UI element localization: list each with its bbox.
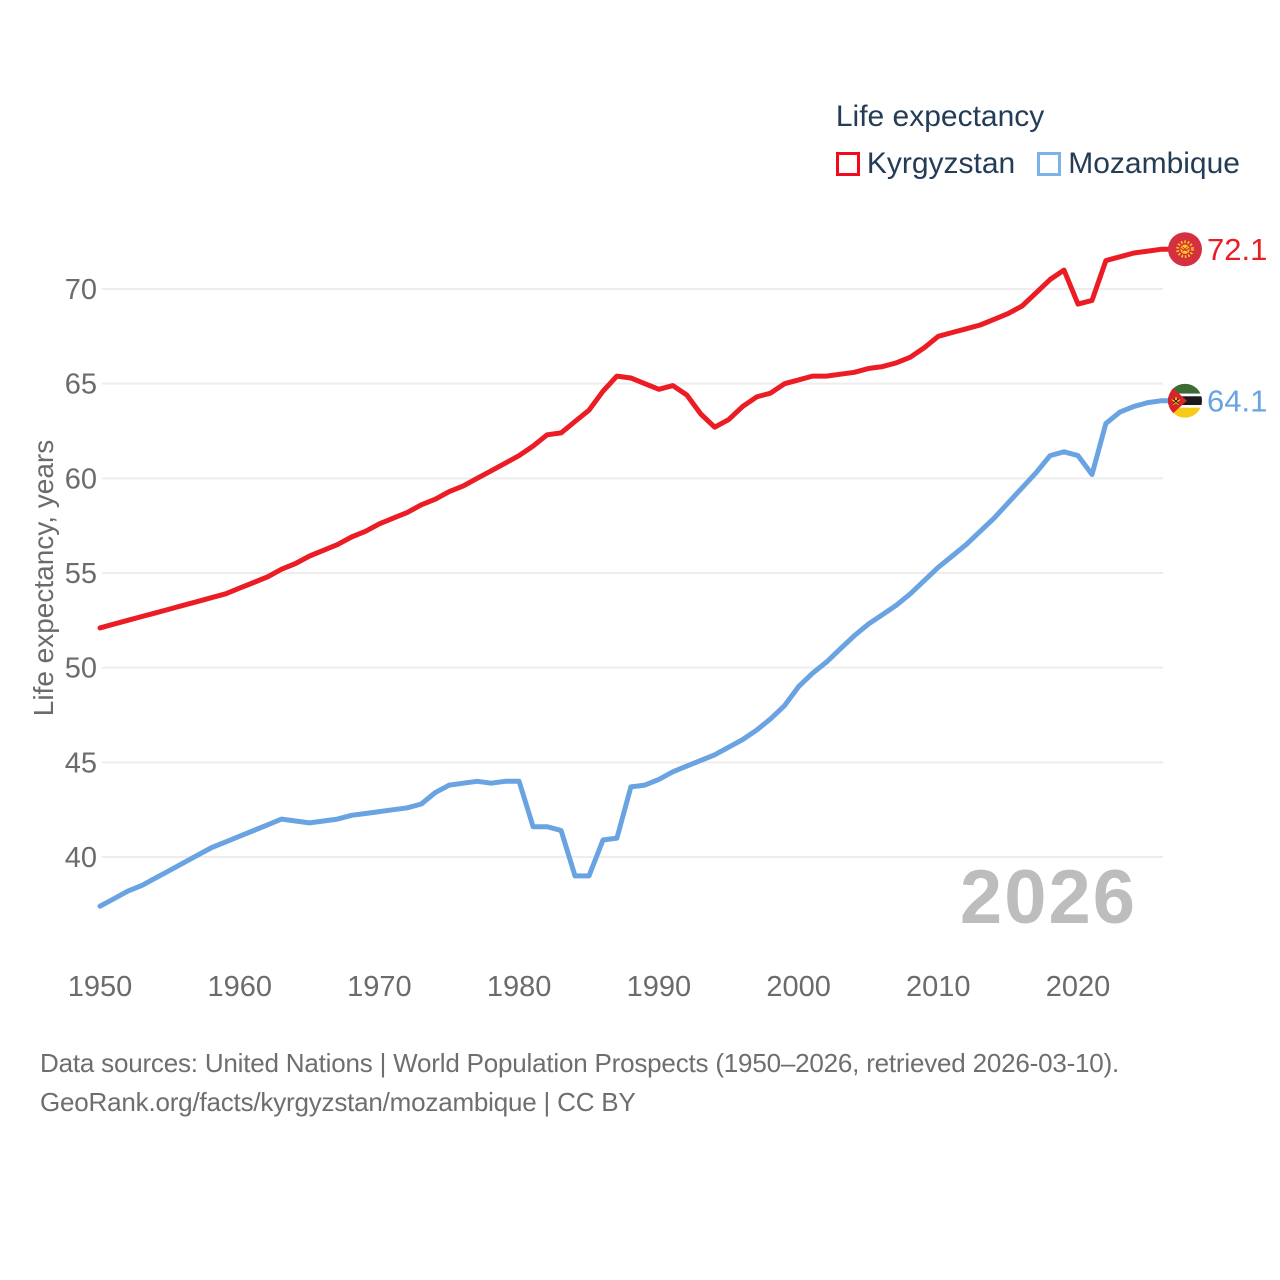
gridlines (102, 288, 1163, 858)
source-line-1: Data sources: United Nations | World Pop… (40, 1048, 1120, 1078)
legend-item-mozambique: Mozambique (1037, 147, 1240, 181)
legend-title: Life expectancy (835, 100, 1045, 133)
mozambique-line-series (97, 398, 1175, 909)
svg-text:60: 60 (65, 463, 97, 495)
source-line-2: GeoRank.org/facts/kyrgyzstan/mozambique … (40, 1087, 636, 1117)
svg-text:1980: 1980 (487, 971, 552, 1003)
legend-items: Kyrgyzstan Mozambique (835, 147, 1240, 181)
mozambique-end-value-label: 64.1 (1207, 384, 1267, 419)
svg-text:55: 55 (65, 558, 97, 590)
svg-text:65: 65 (65, 369, 97, 401)
svg-text:1960: 1960 (207, 971, 272, 1003)
year-watermark: 2026 (959, 855, 1137, 940)
legend-label-mozambique: Mozambique (1068, 147, 1240, 180)
svg-text:1950: 1950 (68, 971, 133, 1003)
kyrgyzstan-series-swatch (835, 152, 860, 176)
svg-text:2010: 2010 (906, 971, 971, 1003)
x-axis-tick-labels: 1950 1960 1970 1980 1990 2000 2010 2020 (68, 971, 1111, 1003)
svg-text:2020: 2020 (1046, 971, 1111, 1003)
legend-item-kyrgyzstan: Kyrgyzstan (835, 147, 1016, 181)
svg-text:1970: 1970 (347, 971, 412, 1003)
svg-text:1990: 1990 (627, 971, 692, 1003)
mozambique-series-swatch (1037, 152, 1062, 176)
kyrgyzstan-flag-icon (1168, 232, 1202, 267)
svg-text:50: 50 (65, 653, 97, 685)
source-attribution: Data sources: United Nations | World Pop… (40, 1044, 1119, 1122)
svg-text:40: 40 (65, 842, 97, 874)
kyrgyzstan-end-value-label: 72.1 (1207, 232, 1267, 267)
chart-legend: Life expectancy Kyrgyzstan Mozambique (835, 100, 1240, 181)
svg-text:2000: 2000 (766, 971, 831, 1003)
svg-text:45: 45 (65, 747, 97, 779)
mozambique-flag-icon (1168, 383, 1202, 418)
legend-label-kyrgyzstan: Kyrgyzstan (866, 147, 1016, 180)
y-axis-title: Life expectancy, years (28, 439, 59, 717)
y-axis-tick-labels: 40 45 50 55 60 65 70 (65, 274, 97, 874)
kyrgyzstan-line-series (97, 246, 1175, 631)
svg-text:70: 70 (65, 274, 97, 306)
